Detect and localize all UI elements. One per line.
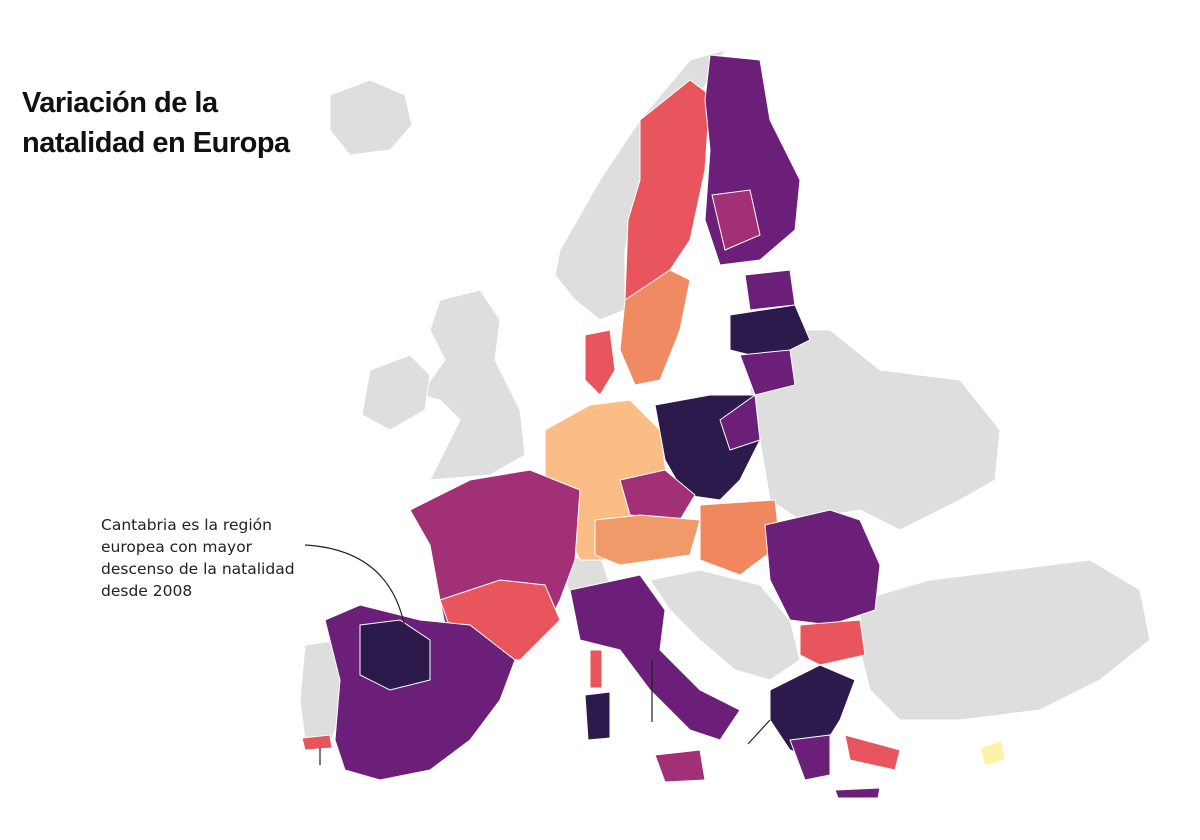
annotation-line: Cantabria es la región [101,516,272,534]
regions [301,54,1006,799]
title-line: natalidad en Europa [22,127,291,159]
title-line: Variación de la [22,87,219,119]
background-countries [299,49,1151,746]
annotation-line: descenso de la natalidad [101,560,295,578]
annotation-leaders [304,544,771,765]
annotation-line: desde 2008 [101,582,192,600]
annotation-line: europea con mayor [101,538,253,556]
